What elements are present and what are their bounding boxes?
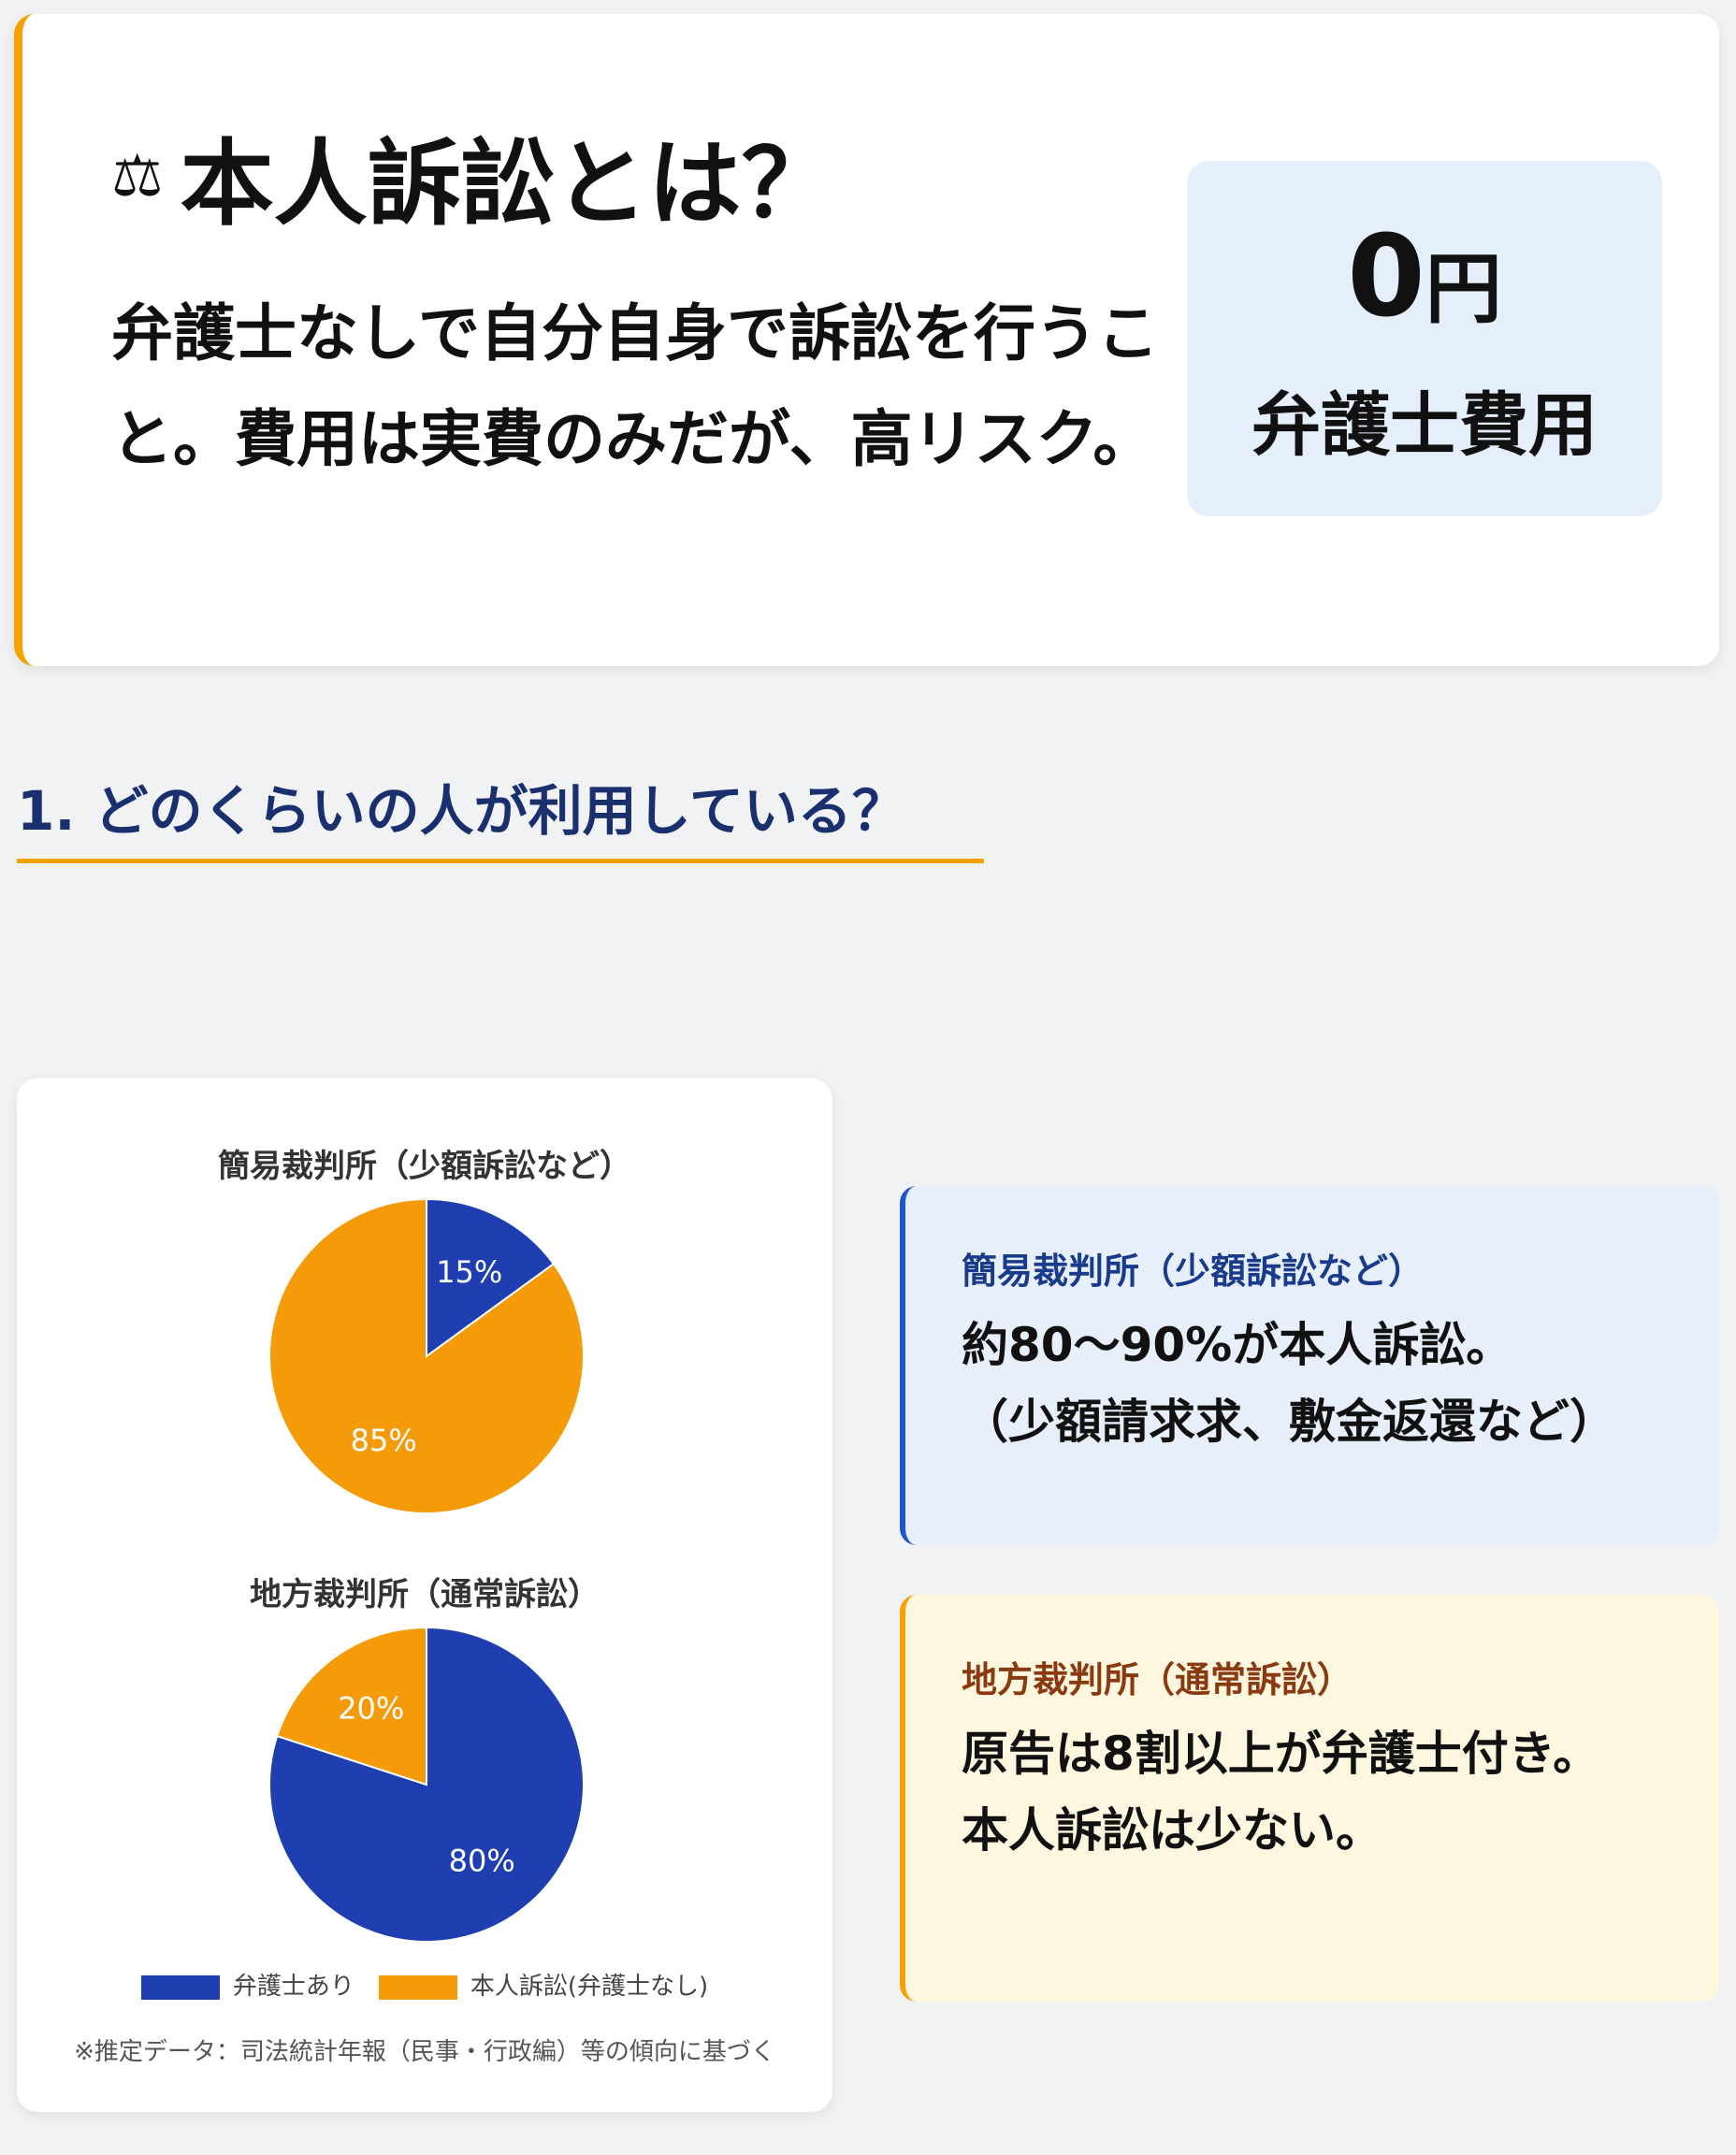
- legend-label: 弁護士あり: [232, 1973, 354, 2001]
- pie-chart-district-court: 80% 20%: [268, 1626, 585, 1943]
- chart-title-summary-court: 簡易裁判所（少額訴訟など）: [218, 1148, 631, 1185]
- legend-swatch-self: [378, 1974, 457, 2000]
- legend-label: 本人訴訟(弁護士なし): [470, 1973, 709, 2001]
- legend-item-self: 本人訴訟(弁護士なし): [378, 1967, 709, 2002]
- pie-chart-summary-court: 15% 85%: [268, 1197, 585, 1514]
- slice-label: 85%: [351, 1423, 417, 1458]
- slice-label: 80%: [449, 1844, 515, 1879]
- lawyer-fee-box: 0円 弁護士費用: [1187, 161, 1662, 516]
- section-heading: 1. どのくらいの人が利用している？: [17, 767, 984, 863]
- fee-unit: 円: [1425, 245, 1502, 334]
- slice-self: [275, 1626, 427, 1786]
- info-box-district-court: 地方裁判所（通常訴訟） 原告は8割以上が弁護士付き。 本人訴訟は少ない。: [900, 1595, 1719, 2002]
- info-body: 原告は8割以上が弁護士付き。 本人訴訟は少ない。: [962, 1727, 1600, 1858]
- info-body: 約80〜90%が本人訴訟。 （少額請求求、敷金返還など）: [962, 1318, 1616, 1449]
- legend: 弁護士あり 本人訴訟(弁護士なし): [17, 1967, 832, 2002]
- chart-title-district-court: 地方裁判所（通常訴訟）: [250, 1576, 600, 1613]
- data-source-note: ※推定データ：司法統計年報（民事・行政編）等の傾向に基づく: [74, 2038, 775, 2066]
- fee-amount: 0円: [1187, 217, 1662, 351]
- slice-lawyer: [426, 1197, 556, 1358]
- legend-item-lawyer: 弁護士あり: [140, 1967, 354, 2002]
- info-box-summary-court: 簡易裁判所（少額訴訟など） 約80〜90%が本人訴訟。 （少額請求求、敷金返還な…: [900, 1186, 1719, 1545]
- scale-icon: ⚖: [111, 141, 164, 210]
- info-title: 地方裁判所（通常訴訟）: [962, 1659, 1353, 1700]
- chart-card: 簡易裁判所（少額訴訟など） 15% 85% 地方裁判所（通常訴訟） 80% 20% …: [17, 1078, 832, 2112]
- title-text: 本人訴訟とは？: [180, 129, 835, 239]
- slice-label: 20%: [338, 1690, 404, 1726]
- legend-swatch-lawyer: [140, 1974, 220, 2000]
- page-title: ⚖ 本人訴訟とは？: [111, 108, 835, 243]
- slice-label: 15%: [436, 1254, 502, 1290]
- slice-self: [268, 1197, 585, 1514]
- info-title: 簡易裁判所（少額訴訟など）: [962, 1251, 1425, 1292]
- slice-lawyer: [268, 1626, 585, 1943]
- hero-card: ⚖ 本人訴訟とは？ 弁護士なしで自分自身で訴訟を行うこと。費用は実費のみだが、高…: [14, 14, 1719, 666]
- fee-label: 弁護士費用: [1251, 385, 1598, 466]
- hero-description: 弁護士なしで自分自身で訴訟を行うこと。費用は実費のみだが、高リスク。: [111, 297, 1160, 475]
- fee-value: 0: [1347, 212, 1425, 342]
